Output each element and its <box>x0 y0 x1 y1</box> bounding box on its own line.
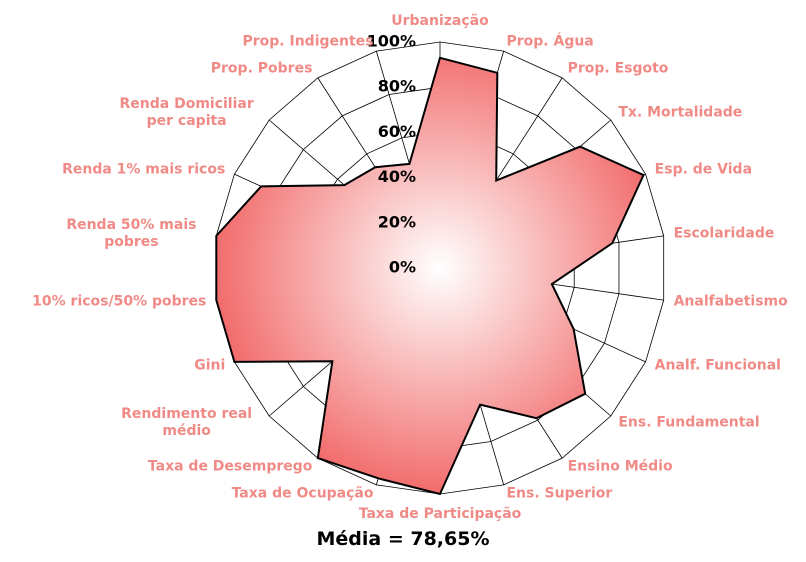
r-tick-label: 40% <box>378 167 416 186</box>
footer: Média = 78,65% <box>316 528 490 550</box>
category-label: Taxa de Desemprego <box>147 458 313 475</box>
category-label: Renda 50% mais pobres <box>66 217 197 251</box>
category-label: Renda 1% mais ricos <box>62 161 226 178</box>
category-label: Escolaridade <box>673 225 775 242</box>
category-label: Urbanização <box>391 13 489 29</box>
category-label: Analf. Funcional <box>654 357 781 374</box>
category-label: Taxa de Participação <box>358 506 522 522</box>
data-area <box>215 56 645 496</box>
category-label: Renda Domiciliar per capita <box>119 96 254 130</box>
category-label: Prop. Indigentes <box>242 33 374 50</box>
category-label: Taxa de Ocupação <box>231 485 374 502</box>
r-tick-label: 20% <box>378 212 416 231</box>
category-label: Prop. Água <box>506 33 594 50</box>
category-label: Ensino Médio <box>567 458 673 475</box>
r-tick-label: 0% <box>389 258 416 277</box>
category-label: Ens. Fundamental <box>618 414 760 431</box>
r-tick-label: 100% <box>367 32 416 51</box>
category-label: Analfabetismo <box>673 293 788 310</box>
category-label: Tx. Mortalidade <box>618 104 743 121</box>
category-label: Esp. de Vida <box>654 161 753 178</box>
category-label: Gini <box>194 357 226 374</box>
category-label: Ens. Superior <box>506 485 613 502</box>
r-tick-label: 60% <box>378 122 416 141</box>
category-label: Prop. Esgoto <box>567 60 669 77</box>
r-tick-label: 80% <box>378 77 416 96</box>
category-label: Prop. Pobres <box>210 60 313 77</box>
category-label: Rendimento real médio <box>121 405 253 439</box>
category-label: 10% ricos/50% pobres <box>32 293 207 310</box>
